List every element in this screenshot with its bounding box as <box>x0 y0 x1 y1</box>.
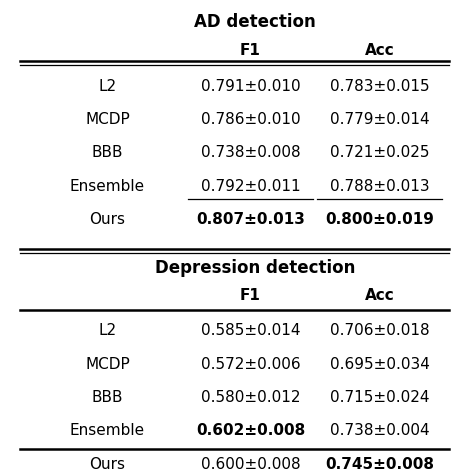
Text: 0.792±0.011: 0.792±0.011 <box>200 179 300 194</box>
Text: Ours: Ours <box>89 212 125 227</box>
Text: 0.788±0.013: 0.788±0.013 <box>329 179 428 194</box>
Text: Acc: Acc <box>364 287 394 303</box>
Text: Ensemble: Ensemble <box>70 423 145 438</box>
Text: AD detection: AD detection <box>194 13 315 31</box>
Text: 0.572±0.006: 0.572±0.006 <box>200 356 300 371</box>
Text: 0.695±0.034: 0.695±0.034 <box>329 356 429 371</box>
Text: F1: F1 <box>239 287 260 303</box>
Text: Ensemble: Ensemble <box>70 179 145 194</box>
Text: Ours: Ours <box>89 457 125 472</box>
Text: 0.791±0.010: 0.791±0.010 <box>200 78 300 93</box>
Text: BBB: BBB <box>92 390 123 405</box>
Text: 0.786±0.010: 0.786±0.010 <box>200 112 300 127</box>
Text: 0.721±0.025: 0.721±0.025 <box>329 145 428 160</box>
Text: Acc: Acc <box>364 43 394 58</box>
Text: MCDP: MCDP <box>85 112 130 127</box>
Text: 0.738±0.008: 0.738±0.008 <box>200 145 300 160</box>
Text: 0.715±0.024: 0.715±0.024 <box>329 390 428 405</box>
Text: BBB: BBB <box>92 145 123 160</box>
Text: 0.779±0.014: 0.779±0.014 <box>329 112 428 127</box>
Text: 0.706±0.018: 0.706±0.018 <box>329 323 428 338</box>
Text: 0.800±0.019: 0.800±0.019 <box>325 212 433 227</box>
Text: 0.783±0.015: 0.783±0.015 <box>329 78 428 93</box>
Text: Depression detection: Depression detection <box>155 259 355 277</box>
Text: L2: L2 <box>98 78 116 93</box>
Text: 0.602±0.008: 0.602±0.008 <box>195 423 304 438</box>
Text: F1: F1 <box>239 43 260 58</box>
Text: 0.585±0.014: 0.585±0.014 <box>200 323 300 338</box>
Text: 0.580±0.012: 0.580±0.012 <box>200 390 300 405</box>
Text: MCDP: MCDP <box>85 356 130 371</box>
Text: 0.738±0.004: 0.738±0.004 <box>329 423 428 438</box>
Text: 0.600±0.008: 0.600±0.008 <box>200 457 300 472</box>
Text: 0.807±0.013: 0.807±0.013 <box>195 212 304 227</box>
Text: 0.745±0.008: 0.745±0.008 <box>325 457 433 472</box>
Text: L2: L2 <box>98 323 116 338</box>
